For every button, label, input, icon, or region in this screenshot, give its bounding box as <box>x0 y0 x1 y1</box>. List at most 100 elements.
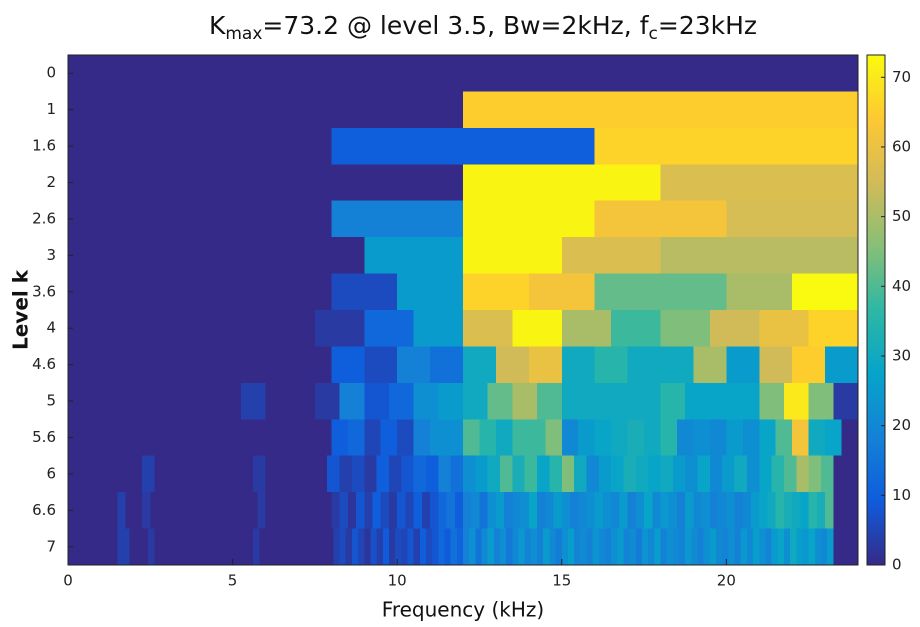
title-subscript: max <box>225 24 262 44</box>
heat-cell <box>759 455 773 493</box>
heat-cell <box>537 528 544 566</box>
heat-cell <box>660 419 678 457</box>
heat-cell <box>537 382 563 420</box>
heat-cell <box>598 455 612 493</box>
heat-cell <box>660 455 674 493</box>
heat-cell <box>84 492 94 530</box>
heat-cell <box>709 528 717 566</box>
y-tick-label: 0 <box>46 64 56 82</box>
heat-cell <box>339 455 353 493</box>
heat-cell <box>142 382 168 420</box>
heat-cell <box>586 492 596 530</box>
heat-cell <box>594 346 629 384</box>
heat-cell <box>265 237 365 275</box>
x-tick-label: 10 <box>388 572 407 590</box>
heat-cell <box>471 492 481 530</box>
heat-cell <box>240 455 254 493</box>
heat-cell <box>321 528 328 566</box>
heat-cell <box>841 492 851 530</box>
heat-cell <box>249 492 258 530</box>
heat-cell <box>372 492 382 530</box>
heat-cell <box>172 528 180 566</box>
heat-cell <box>697 455 711 493</box>
heat-cell <box>450 455 464 493</box>
heat-cell <box>148 528 156 566</box>
heat-cell <box>518 528 526 566</box>
heat-cell <box>425 455 439 493</box>
heat-cell <box>808 382 834 420</box>
heat-cell <box>298 346 332 384</box>
heat-cell <box>80 528 88 566</box>
heat-cell <box>660 346 695 384</box>
heat-cell <box>691 528 699 566</box>
heat-cell <box>623 455 637 493</box>
heat-cell <box>327 528 334 566</box>
heat-cell <box>549 528 557 566</box>
heat-cell <box>524 455 538 493</box>
heat-cell <box>265 310 316 348</box>
heat-cell <box>314 382 341 420</box>
heat-cell <box>578 492 588 530</box>
heat-cell <box>265 164 464 202</box>
heat-cell <box>734 382 760 420</box>
heat-cell <box>331 346 365 384</box>
colorbar-tick-label: 30 <box>892 346 911 364</box>
heat-cell <box>339 382 365 420</box>
heat-cell <box>284 528 291 566</box>
heat-cell <box>463 91 859 129</box>
heat-cell <box>150 419 168 457</box>
heat-cell <box>364 237 464 275</box>
heat-cell <box>512 492 522 530</box>
heat-cell <box>463 528 470 566</box>
heat-cell <box>808 419 826 457</box>
heat-cell <box>430 492 439 530</box>
heat-cell <box>808 455 822 493</box>
heat-cell <box>142 455 156 493</box>
heat-cell <box>487 528 495 566</box>
heat-cell <box>537 455 551 493</box>
heat-cell <box>783 455 797 493</box>
heat-cell <box>232 346 267 384</box>
heat-cell <box>598 528 606 566</box>
colorbar-tick-label: 40 <box>892 277 911 295</box>
heat-cell <box>117 492 127 530</box>
heat-cell <box>413 310 464 348</box>
heat-cell <box>775 419 793 457</box>
heat-cell <box>495 492 505 530</box>
heat-cell <box>84 419 102 457</box>
heat-cell <box>179 455 193 493</box>
heat-cell <box>450 528 458 566</box>
title-part: =23kHz <box>658 11 757 40</box>
y-tick-label: 5.6 <box>32 428 56 446</box>
heat-cell <box>808 492 818 530</box>
heat-cell <box>611 382 637 420</box>
heat-cell <box>561 237 662 275</box>
heat-cell <box>716 528 723 566</box>
heat-cell <box>444 528 452 566</box>
heat-cell <box>759 237 859 275</box>
heat-cell <box>792 492 801 530</box>
heat-cell <box>545 419 563 457</box>
chart-title: Kmax=73.2 @ level 3.5, Bw=2kHz, fc=23kHz <box>209 11 757 44</box>
heat-cell <box>641 528 649 566</box>
heat-cell <box>253 528 260 566</box>
heat-cell <box>166 528 174 566</box>
heat-cell <box>561 346 596 384</box>
heat-cell <box>191 528 199 566</box>
heat-cell <box>709 419 727 457</box>
heat-cell <box>567 528 575 566</box>
heat-cell <box>364 419 382 457</box>
heat-cell <box>767 492 777 530</box>
heat-cell <box>397 346 431 384</box>
heat-cell <box>446 492 456 530</box>
heat-cell <box>500 455 513 493</box>
heat-cell <box>586 455 600 493</box>
heat-cell <box>709 492 719 530</box>
heat-cell <box>592 528 600 566</box>
heat-cell <box>166 455 180 493</box>
heat-cell <box>216 455 230 493</box>
heat-cell <box>635 455 649 493</box>
heat-cell <box>740 528 748 566</box>
heat-cell <box>68 237 168 275</box>
heat-cell <box>407 528 415 566</box>
